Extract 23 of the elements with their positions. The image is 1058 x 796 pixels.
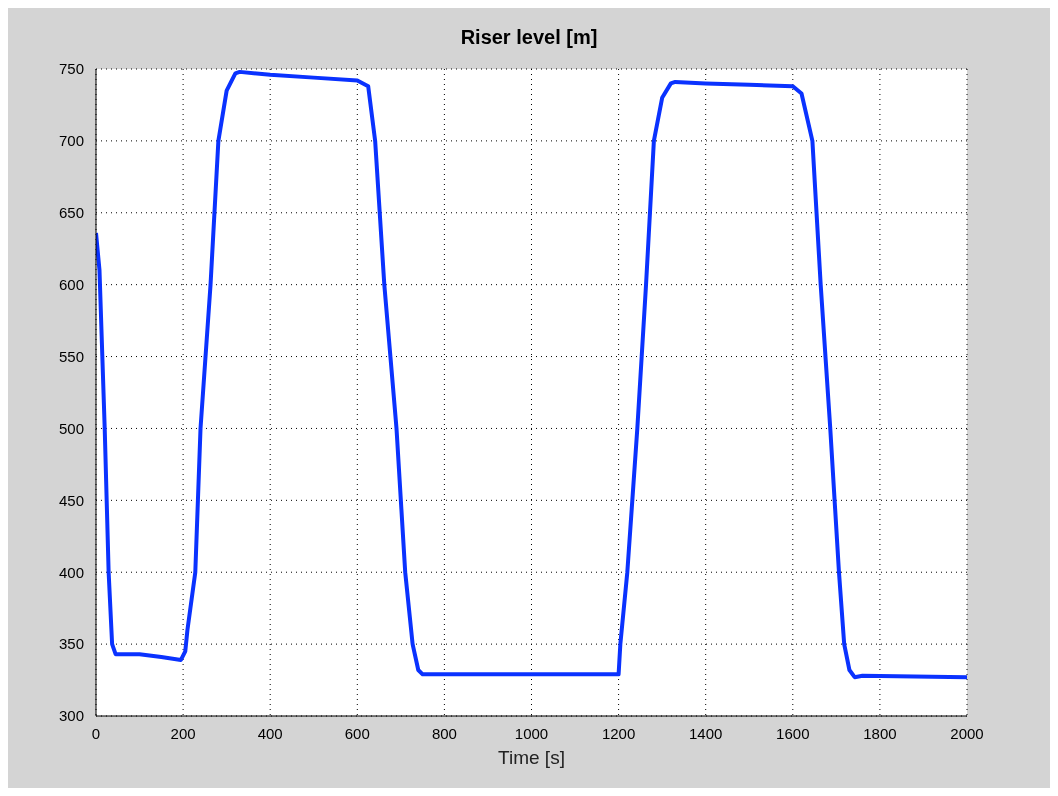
y-tick-label: 350 (58, 635, 84, 653)
x-tick-label: 1200 (601, 724, 636, 742)
x-tick-label: 800 (431, 724, 457, 742)
y-tick-label: 450 (58, 491, 84, 509)
x-tick-label: 600 (344, 724, 370, 742)
x-tick-label: 1800 (863, 724, 897, 742)
x-tick-label: 200 (170, 724, 196, 742)
x-tick-label: 1400 (689, 724, 723, 742)
y-tick-label: 300 (58, 707, 84, 725)
x-tick-label: 1000 (514, 724, 549, 742)
y-tick-label: 700 (58, 132, 84, 150)
x-tick-label: 0 (91, 724, 101, 742)
x-tick-label: 400 (257, 724, 283, 742)
y-tick-label: 550 (58, 347, 84, 365)
x-axis-title: Time [s] (498, 747, 565, 768)
y-tick-label: 400 (58, 563, 84, 581)
y-tick-label: 650 (58, 204, 84, 222)
y-tick-label: 750 (58, 60, 84, 78)
chart-title: Riser level [m] (459, 26, 599, 49)
y-tick-label: 600 (58, 275, 84, 293)
x-tick-label: 2000 (950, 724, 984, 742)
y-tick-label: 500 (58, 419, 84, 437)
x-tick-label: 1600 (776, 724, 810, 742)
